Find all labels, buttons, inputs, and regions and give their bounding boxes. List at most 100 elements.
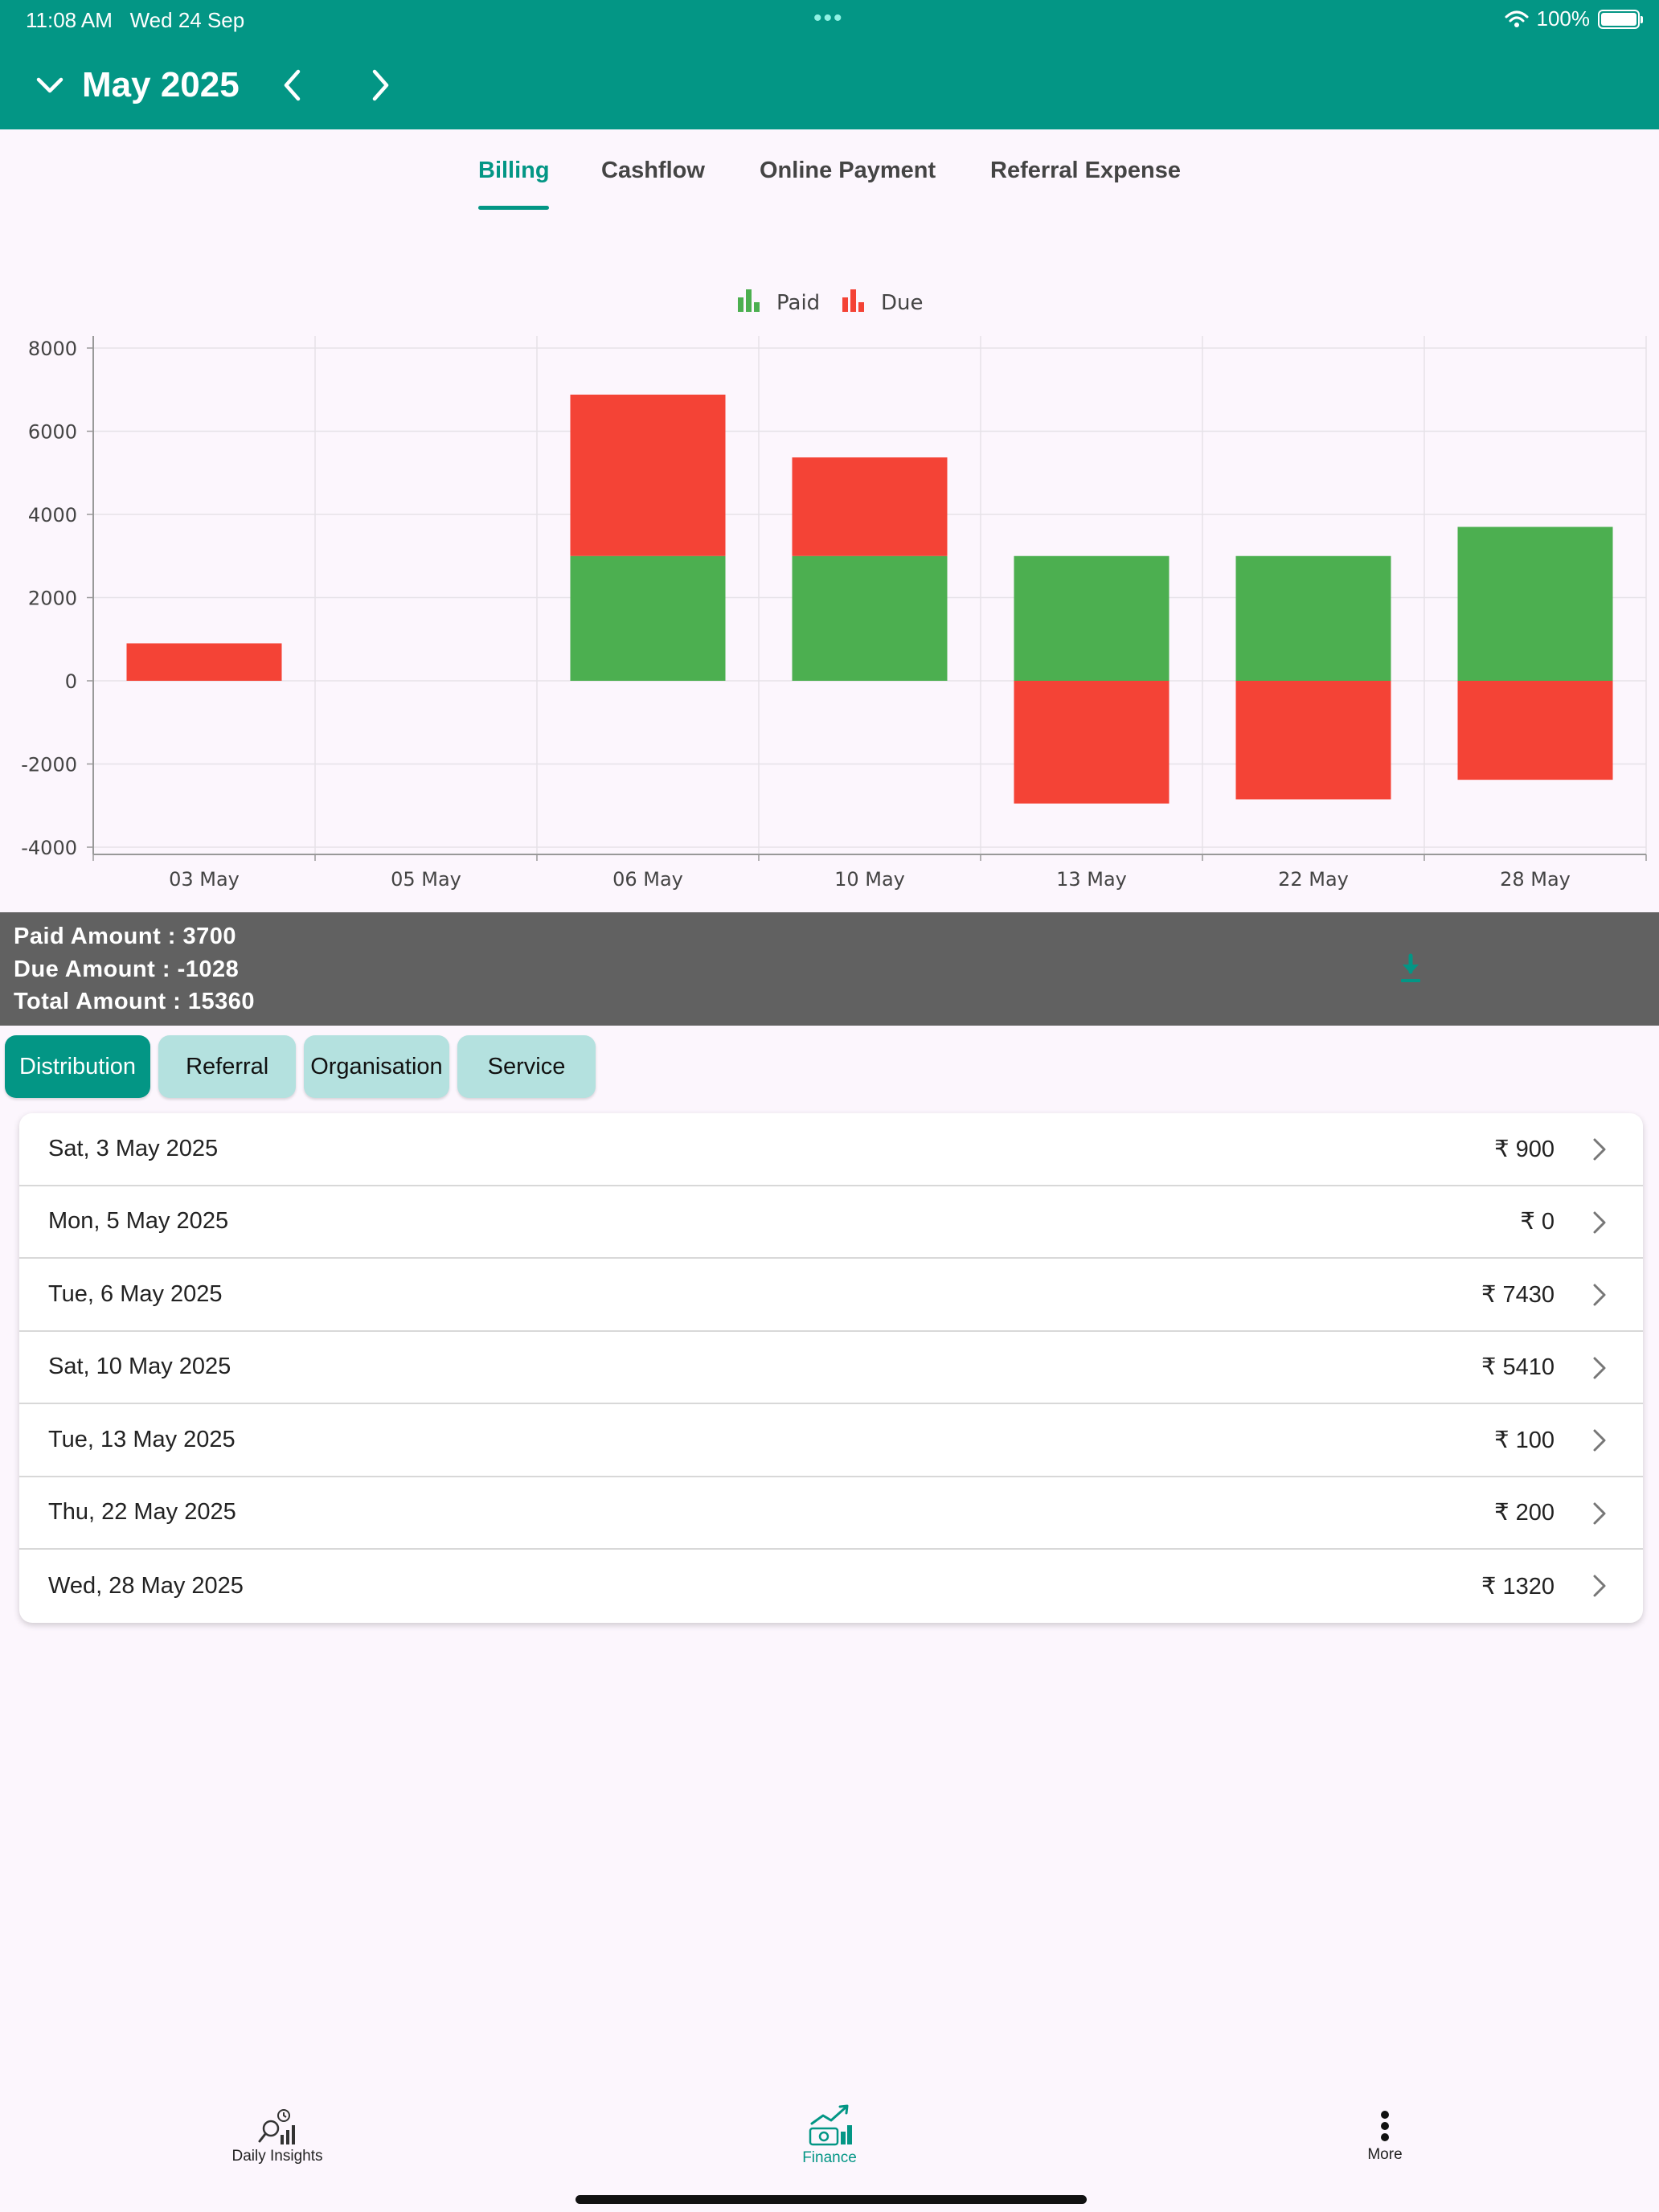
- chevron-right-icon: [1593, 1502, 1606, 1524]
- list-item[interactable]: Tue, 13 May 2025 ₹ 100: [19, 1404, 1643, 1477]
- row-amount: ₹ 7430: [1481, 1281, 1555, 1308]
- chevron-right-icon: [1593, 1429, 1606, 1452]
- download-icon[interactable]: [1397, 952, 1424, 985]
- next-month-button[interactable]: [354, 59, 406, 111]
- row-amount: ₹ 5410: [1481, 1354, 1555, 1381]
- legend-icon-bar: [746, 289, 752, 312]
- billing-day-list: Sat, 3 May 2025 ₹ 900 Mon, 5 May 2025 ₹ …: [19, 1113, 1643, 1623]
- bar-due: [1235, 681, 1391, 800]
- list-item[interactable]: Tue, 6 May 2025 ₹ 7430: [19, 1259, 1643, 1332]
- row-date: Tue, 13 May 2025: [48, 1426, 236, 1452]
- daily-insights-icon: [258, 2109, 295, 2144]
- bar-due: [1014, 681, 1169, 804]
- tab-referral-expense[interactable]: Referral Expense: [990, 158, 1181, 183]
- row-date: Sat, 10 May 2025: [48, 1354, 231, 1380]
- paid-amount: Paid Amount : 3700: [14, 924, 237, 949]
- bar-due: [126, 643, 282, 681]
- chevron-right-icon: [1593, 1211, 1606, 1233]
- legend-icon-bar: [754, 302, 760, 312]
- x-tick-label: 22 May: [1278, 868, 1349, 891]
- bar-due: [792, 457, 948, 556]
- row-date: Thu, 22 May 2025: [48, 1499, 236, 1526]
- tab-online-payment[interactable]: Online Payment: [760, 158, 936, 183]
- list-item[interactable]: Mon, 5 May 2025 ₹ 0: [19, 1186, 1643, 1259]
- legend-label: Due: [881, 291, 924, 315]
- chevron-down-icon[interactable]: [35, 71, 64, 100]
- chevron-right-icon: [372, 69, 388, 101]
- status-indicators: 100%: [1505, 6, 1643, 31]
- tab-cashflow[interactable]: Cashflow: [601, 158, 705, 183]
- chip-referral[interactable]: Referral: [158, 1035, 297, 1098]
- bar-due: [570, 394, 726, 556]
- chevron-right-icon: [1593, 1138, 1606, 1161]
- row-amount: ₹ 200: [1494, 1500, 1555, 1526]
- battery-percent: 100%: [1536, 6, 1591, 31]
- bar-paid: [1235, 555, 1391, 681]
- list-item[interactable]: Sat, 3 May 2025 ₹ 900: [19, 1113, 1643, 1186]
- active-tab-indicator: [478, 206, 549, 210]
- billing-bar-chart: 8000 6000 4000 2000 0 -2000 -4000 03 May 05 May 0…: [21, 289, 1647, 891]
- legend-icon-bar: [842, 297, 848, 312]
- bar-paid: [570, 555, 726, 681]
- breakdown-chips: Distribution Referral Organisation Servi…: [5, 1035, 596, 1098]
- nav-daily-insights[interactable]: Daily Insights: [225, 2108, 330, 2165]
- x-tick-label: 06 May: [612, 868, 683, 891]
- list-item[interactable]: Sat, 10 May 2025 ₹ 5410: [19, 1332, 1643, 1404]
- nav-label: Daily Insights: [231, 2148, 323, 2165]
- y-tick-label: 0: [65, 670, 77, 693]
- month-selector: May 2025: [35, 59, 406, 111]
- x-tick-label: 05 May: [391, 868, 461, 891]
- y-tick-label: -4000: [21, 837, 77, 859]
- more-vertical-icon: [1381, 2111, 1389, 2141]
- previous-month-button[interactable]: [267, 59, 318, 111]
- nav-more[interactable]: More: [1345, 2109, 1425, 2164]
- billing-chart: 8000 6000 4000 2000 0 -2000 -4000 03 May 05 May 0…: [0, 273, 1659, 904]
- battery-icon: [1598, 9, 1643, 29]
- home-indicator[interactable]: [576, 2195, 1087, 2204]
- row-date: Tue, 6 May 2025: [48, 1280, 223, 1307]
- due-amount: Due Amount : -1028: [14, 956, 240, 982]
- nav-label: More: [1367, 2146, 1403, 2163]
- legend-icon-bar: [738, 297, 743, 312]
- chevron-right-icon: [1593, 1284, 1606, 1306]
- x-tick-label: 03 May: [169, 868, 240, 891]
- finance-icon: [809, 2104, 852, 2146]
- summary-panel: Paid Amount : 3700 Due Amount : -1028 To…: [0, 912, 1659, 1026]
- legend-label: Paid: [776, 291, 820, 315]
- status-date: Wed 24 Sep: [129, 8, 245, 32]
- nav-finance[interactable]: Finance: [777, 2104, 882, 2167]
- x-tick-label: 13 May: [1056, 868, 1127, 891]
- row-date: Mon, 5 May 2025: [48, 1208, 229, 1235]
- bar-paid: [792, 555, 948, 681]
- chip-distribution[interactable]: Distribution: [5, 1035, 151, 1098]
- y-tick-label: 6000: [28, 421, 77, 444]
- chevron-right-icon: [1593, 1357, 1606, 1378]
- total-amount: Total Amount : 15360: [14, 989, 256, 1014]
- row-date: Sat, 3 May 2025: [48, 1135, 219, 1161]
- y-tick-label: -2000: [21, 754, 77, 776]
- chip-service[interactable]: Service: [457, 1035, 596, 1098]
- y-tick-label: 8000: [28, 338, 77, 360]
- list-item[interactable]: Thu, 22 May 2025 ₹ 200: [19, 1477, 1643, 1550]
- y-tick-label: 2000: [28, 588, 77, 610]
- chip-organisation[interactable]: Organisation: [304, 1035, 449, 1098]
- chevron-right-icon: [1593, 1575, 1606, 1597]
- row-amount: ₹ 1320: [1481, 1573, 1555, 1600]
- list-item[interactable]: Wed, 28 May 2025 ₹ 1320: [19, 1550, 1643, 1623]
- wifi-icon: [1505, 10, 1528, 27]
- app-header: 11:08 AM Wed 24 Sep ••• 100% May 2025: [0, 0, 1659, 129]
- x-tick-label: 28 May: [1500, 868, 1571, 891]
- nav-label: Finance: [802, 2149, 857, 2166]
- bar-paid: [1014, 555, 1169, 681]
- status-time: 11:08 AM Wed 24 Sep: [26, 8, 245, 32]
- row-amount: ₹ 100: [1494, 1427, 1555, 1453]
- chevron-left-icon: [284, 69, 300, 101]
- month-title[interactable]: May 2025: [82, 65, 240, 104]
- legend-icon-bar: [850, 289, 856, 312]
- y-tick-label: 4000: [28, 504, 77, 526]
- legend-icon-bar: [858, 302, 864, 312]
- row-date: Wed, 28 May 2025: [48, 1572, 244, 1599]
- bottom-navigation: Daily Insights Finance More: [0, 2090, 1659, 2178]
- tab-billing[interactable]: Billing: [478, 158, 550, 183]
- multitask-dots-icon[interactable]: •••: [813, 5, 844, 31]
